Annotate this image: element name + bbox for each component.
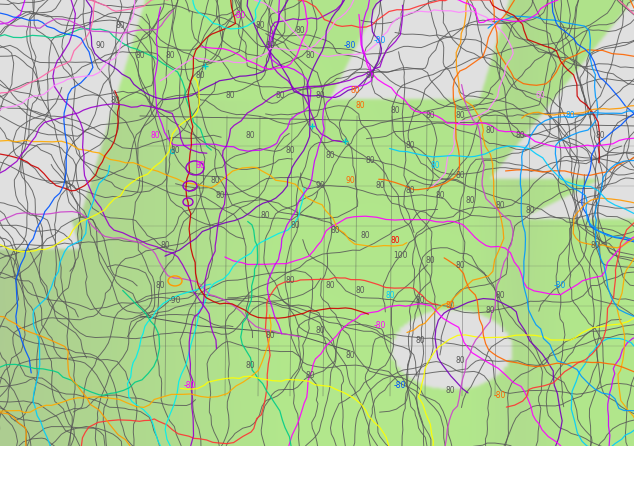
Text: 80: 80 [245, 131, 255, 141]
Text: -80: -80 [494, 392, 506, 400]
Text: 80: 80 [285, 276, 295, 286]
Text: 90: 90 [95, 42, 105, 50]
Text: 80: 80 [345, 351, 355, 361]
Text: 80: 80 [315, 92, 325, 100]
Text: 80: 80 [265, 331, 275, 341]
Text: 80: 80 [445, 387, 455, 395]
Text: 80: 80 [455, 111, 465, 121]
Text: 80: 80 [165, 51, 175, 60]
Text: 80: 80 [215, 192, 225, 200]
Text: 80: 80 [256, 22, 265, 30]
Text: 80: 80 [350, 86, 360, 96]
Text: 80: 80 [435, 192, 445, 200]
Text: 80: 80 [415, 296, 425, 305]
Text: -80: -80 [394, 381, 406, 391]
Text: 80: 80 [265, 42, 275, 50]
Text: 80: 80 [195, 72, 205, 80]
Text: -80: -80 [374, 321, 386, 330]
Text: 80: 80 [110, 97, 120, 105]
Text: Height/Temp. 925 hPa   ECMWF: Height/Temp. 925 hPa ECMWF [4, 456, 200, 469]
Text: 80: 80 [365, 72, 375, 80]
Text: 80: 80 [445, 301, 455, 311]
Text: -80: -80 [374, 36, 386, 46]
Text: 80: 80 [590, 242, 600, 250]
Text: 90: 90 [345, 176, 355, 185]
Text: 80: 80 [495, 292, 505, 300]
Text: 80: 80 [405, 187, 415, 196]
Text: 80: 80 [465, 196, 475, 205]
Text: 90: 90 [315, 181, 325, 191]
Text: 80: 80 [225, 92, 235, 100]
Text: 80: 80 [485, 126, 495, 135]
Text: 80: 80 [390, 106, 400, 116]
Text: 80: 80 [355, 287, 365, 295]
Text: 80: 80 [455, 262, 465, 270]
Text: 80: 80 [425, 256, 435, 266]
Text: 80: 80 [385, 292, 395, 300]
Text: 80: 80 [325, 281, 335, 291]
Text: 80: 80 [565, 111, 575, 121]
Text: 80: 80 [295, 26, 305, 35]
Text: 80: 80 [430, 162, 440, 171]
Text: 80: 80 [355, 101, 365, 110]
Text: 80: 80 [525, 206, 535, 216]
Text: -80: -80 [184, 381, 196, 391]
Text: 80: 80 [245, 362, 255, 370]
Text: 80: 80 [365, 156, 375, 166]
Text: 80: 80 [595, 131, 605, 141]
Text: -80: -80 [344, 42, 356, 50]
Text: 80: 80 [195, 162, 205, 171]
Text: 60: 60 [535, 92, 545, 100]
Text: -90: -90 [169, 296, 181, 305]
Text: 80: 80 [305, 371, 315, 380]
Text: 80: 80 [330, 226, 340, 236]
Text: 80: 80 [290, 221, 300, 230]
Text: 80: 80 [150, 131, 160, 141]
Text: 80: 80 [305, 51, 315, 60]
Text: 80: 80 [485, 306, 495, 316]
Text: -80: -80 [234, 11, 246, 21]
Text: 80: 80 [210, 176, 220, 185]
Text: -80: -80 [554, 281, 566, 291]
Text: 80: 80 [285, 147, 295, 155]
Text: 80: 80 [455, 172, 465, 180]
Text: 80: 80 [405, 142, 415, 150]
Text: 80: 80 [170, 147, 180, 155]
Text: 80: 80 [390, 237, 400, 245]
Text: 100: 100 [392, 251, 407, 261]
Text: 80: 80 [155, 281, 165, 291]
Text: 80: 80 [115, 22, 125, 30]
Text: 80: 80 [315, 326, 325, 336]
Text: 80: 80 [260, 212, 270, 220]
Text: 80: 80 [415, 337, 425, 345]
Text: 80: 80 [515, 131, 525, 141]
Text: 80: 80 [375, 181, 385, 191]
Text: 80: 80 [325, 151, 335, 160]
Text: 80: 80 [160, 242, 170, 250]
Text: 80: 80 [495, 201, 505, 210]
Text: 80: 80 [275, 92, 285, 100]
Text: 80: 80 [455, 356, 465, 366]
Text: Isophyse: 60 80 100 gpdm: Isophyse: 60 80 100 gpdm [4, 472, 171, 485]
Text: 80: 80 [135, 51, 145, 60]
Text: Su 05-05-2024 06:00 UTC (06+96): Su 05-05-2024 06:00 UTC (06+96) [413, 456, 630, 469]
Text: 80: 80 [425, 111, 435, 121]
Text: 80: 80 [360, 231, 370, 241]
